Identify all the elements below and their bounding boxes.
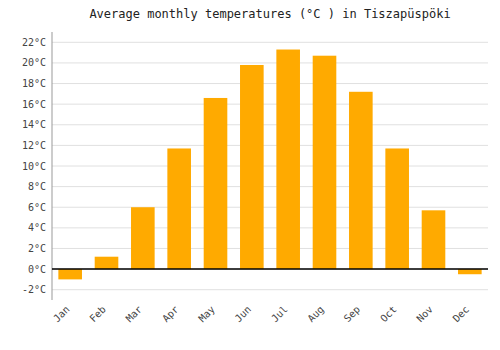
- zero-line: [52, 268, 488, 270]
- bar: [313, 56, 337, 269]
- x-tick-label: Feb: [87, 304, 108, 325]
- bars: [58, 50, 481, 280]
- bar: [422, 210, 446, 269]
- bar: [204, 98, 228, 269]
- y-tick-label: -2°C: [22, 284, 46, 295]
- y-tick-label: 2°C: [28, 243, 46, 254]
- y-tick-label: 16°C: [22, 99, 46, 110]
- bar: [240, 65, 264, 269]
- grid-line: [52, 289, 488, 290]
- y-tick-label: 12°C: [22, 140, 46, 151]
- grid-line: [52, 269, 488, 270]
- y-tick-label: 20°C: [22, 57, 46, 68]
- x-tick-label: Jun: [233, 304, 254, 325]
- bar: [95, 257, 119, 269]
- y-grid: [52, 42, 488, 289]
- y-tick-label: 6°C: [28, 202, 46, 213]
- y-tick-label: 10°C: [22, 161, 46, 172]
- bar: [131, 207, 155, 269]
- chart: Average monthly temperatures (°C ) in Ti…: [0, 0, 500, 350]
- x-tick-label: Jan: [51, 304, 72, 325]
- x-tick-label: Jul: [269, 304, 290, 325]
- x-tick-label: Mar: [124, 304, 145, 325]
- grid-line: [52, 83, 488, 84]
- y-tick-label: 4°C: [28, 222, 46, 233]
- grid-line: [52, 42, 488, 43]
- grid-line: [52, 166, 488, 167]
- grid-line: [52, 207, 488, 208]
- x-tick-label: Oct: [378, 304, 399, 325]
- x-tick-label: Aug: [305, 304, 326, 325]
- grid-line: [52, 145, 488, 146]
- y-tick-label: 14°C: [22, 119, 46, 130]
- bar: [167, 148, 191, 269]
- x-tick-label: Apr: [160, 304, 181, 325]
- bar: [385, 148, 409, 269]
- y-tick-labels: -2°C 0°C 2°C 4°C 6°C 8°C 10°C 12°C 14°C 16°C 18°C 2…: [22, 37, 46, 295]
- y-tick-label: 8°C: [28, 181, 46, 192]
- y-tick-label: 22°C: [22, 37, 46, 48]
- x-tick-label: Dec: [451, 304, 472, 325]
- y-tick-label: 18°C: [22, 78, 46, 89]
- grid-line: [52, 104, 488, 105]
- grid-line: [52, 62, 488, 63]
- x-tick-labels: Jan Feb Mar Apr May Jun Jul Aug Sep Oct Nov Dec: [51, 304, 471, 325]
- grid-line: [52, 124, 488, 125]
- bar: [458, 269, 482, 274]
- x-tick-label: Sep: [342, 304, 363, 325]
- bar: [349, 92, 373, 269]
- bar: [58, 269, 82, 279]
- y-axis-line: [52, 32, 53, 300]
- x-tick-label: May: [196, 304, 217, 325]
- y-tick-label: 0°C: [28, 264, 46, 275]
- bar: [276, 50, 300, 270]
- title: Average monthly temperatures (°C ) in Ti…: [89, 7, 450, 21]
- grid-line: [52, 186, 488, 187]
- x-tick-label: Nov: [414, 304, 435, 325]
